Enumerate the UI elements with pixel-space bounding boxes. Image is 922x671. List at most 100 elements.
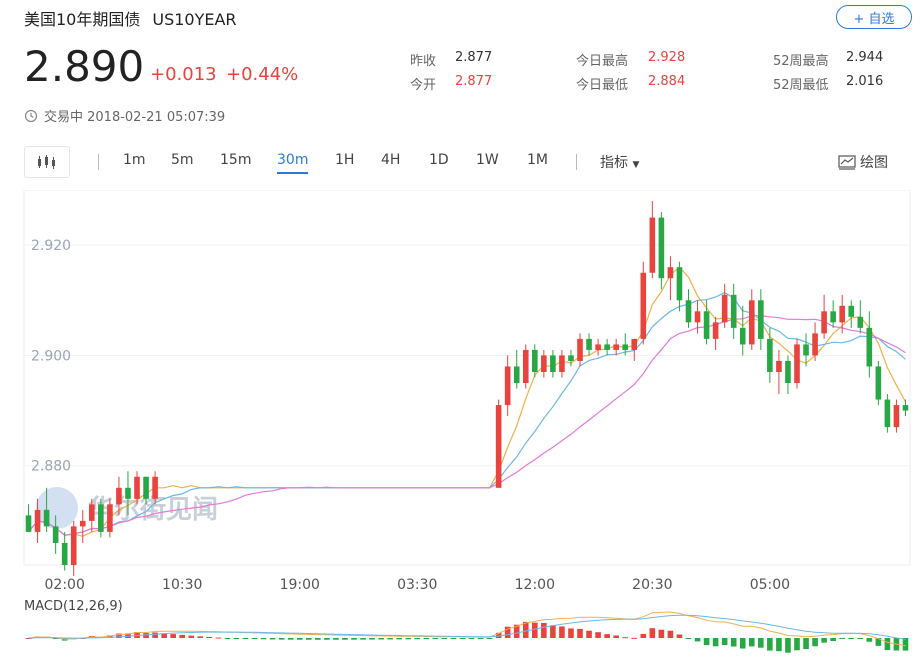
draw-tool-label: 绘图 (860, 155, 888, 171)
macd-bar (658, 629, 665, 638)
period-1h[interactable]: 1H (335, 152, 355, 168)
macd-bar (577, 628, 583, 638)
candlestick-series (25, 201, 909, 577)
candle-up (577, 333, 583, 367)
macd-bar (839, 638, 845, 639)
period-30m[interactable]: 30m (277, 152, 309, 174)
period-1d[interactable]: 1D (429, 152, 449, 168)
period-5m[interactable]: 5m (171, 152, 194, 168)
candle-body (134, 476, 140, 499)
period-1w[interactable]: 1W (476, 152, 499, 168)
macd-bar (559, 626, 565, 638)
stat-prev-close-label: 昨收 (410, 54, 437, 69)
macd-bar (568, 628, 574, 638)
macd-dea-line (28, 614, 906, 640)
add-watchlist-button[interactable]: + 自选 (836, 5, 912, 29)
candle-body (532, 349, 538, 372)
candle-down (25, 504, 32, 532)
macd-bar (324, 638, 330, 640)
macd-bar (125, 633, 131, 638)
indicators-menu[interactable]: 指标 ▼ (600, 152, 639, 172)
draw-tool-button[interactable]: 绘图 (838, 152, 888, 172)
candle-body (767, 338, 773, 372)
macd-bar (468, 638, 475, 639)
trading-status: 交易中 2018-02-21 05:07:39 (24, 106, 225, 125)
candle-down (143, 476, 149, 505)
candle-up (839, 294, 845, 334)
period-1m[interactable]: 1m (123, 152, 146, 168)
macd-bar (287, 638, 294, 640)
macd-bar (486, 638, 493, 639)
candle-up (541, 349, 547, 378)
macd-bar (369, 638, 375, 640)
candle-up (812, 322, 818, 361)
candle-body (577, 338, 583, 361)
candle-body (631, 338, 638, 350)
period-1mo[interactable]: 1M (527, 152, 548, 168)
candle-body (857, 316, 864, 328)
macd-bar (432, 638, 439, 640)
candle-up (631, 338, 638, 361)
candle-body (739, 327, 746, 345)
macd-bar (667, 630, 674, 638)
x-tick-label: 12:00 (515, 577, 555, 593)
candle-body (513, 366, 520, 384)
macd-bar (884, 638, 891, 651)
period-4h[interactable]: 4H (381, 152, 401, 168)
macd-bar (161, 633, 167, 638)
candle-body (830, 311, 836, 323)
candle-body (667, 267, 674, 279)
indicators-label: 指标 (600, 155, 628, 171)
candle-body (748, 300, 755, 345)
candlestick-type-button[interactable] (24, 146, 70, 178)
macd-panel: MACD(12,26,9) (24, 599, 909, 653)
candle-body (595, 344, 601, 350)
candle-body (803, 344, 809, 356)
macd-bar (541, 622, 547, 638)
candle-body (34, 509, 41, 532)
candle-body (812, 333, 818, 356)
y-tick-label: 2.920 (31, 238, 71, 254)
stat-52w-high-value: 2.944 (846, 50, 884, 65)
macd-bar (513, 624, 520, 638)
candle-body (785, 360, 791, 384)
macd-bar (649, 628, 656, 638)
chart-gridlines (23, 190, 911, 566)
candle-up (134, 471, 140, 505)
macd-bar (857, 638, 864, 639)
macd-bar (251, 638, 258, 640)
macd-bar (305, 638, 312, 640)
candle-down (785, 355, 791, 395)
macd-bar (206, 636, 213, 638)
instrument-code: US10YEAR (152, 10, 237, 29)
current-price: 2.890 (24, 42, 145, 91)
macd-bar (224, 638, 231, 639)
candle-down (98, 498, 104, 538)
candle-body (586, 338, 592, 350)
macd-bar (694, 638, 701, 642)
candle-body (541, 355, 547, 372)
y-tick-label: 2.880 (31, 459, 71, 475)
candle-body (116, 487, 122, 505)
candle-body (568, 355, 574, 361)
macd-bar (278, 638, 285, 640)
candle-body (703, 311, 710, 339)
candle-body (685, 300, 692, 323)
candle-body (70, 526, 77, 565)
clock-icon (24, 109, 38, 122)
candle-down (902, 399, 909, 417)
candle-body (721, 294, 728, 323)
period-15m[interactable]: 15m (220, 152, 252, 168)
macd-dif-line (28, 611, 906, 647)
price-change: +0.013 (150, 64, 217, 85)
candle-body (848, 305, 855, 317)
macd-bar (803, 638, 809, 650)
candle-body (794, 344, 800, 384)
candle-body (902, 405, 909, 411)
macd-bar (866, 638, 873, 642)
candle-body (821, 311, 827, 334)
macd-bar (52, 638, 59, 639)
chart-frame (23, 190, 911, 566)
candle-body (559, 355, 565, 372)
